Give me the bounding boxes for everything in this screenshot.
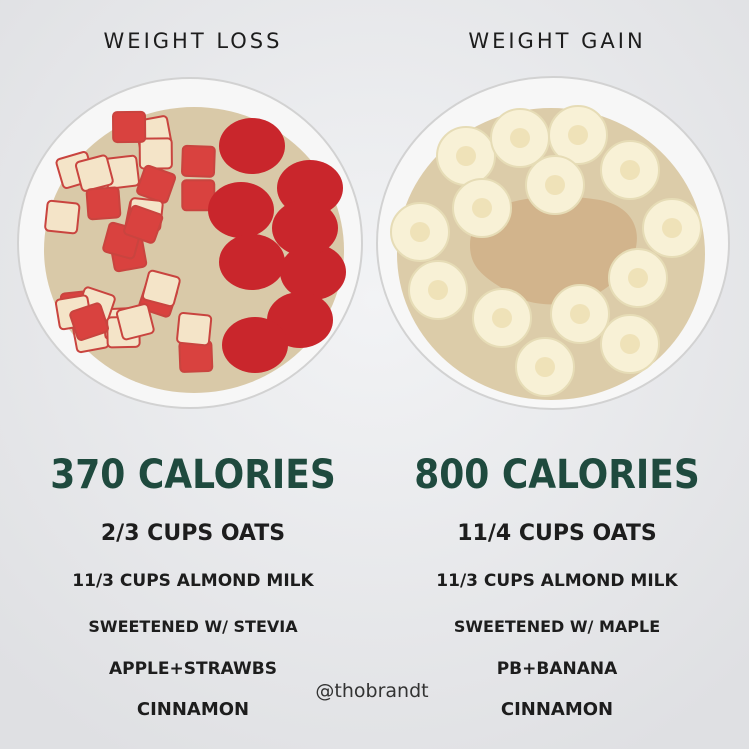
bowls (17, 76, 730, 410)
texts: WEIGHT LOSS 370 CALORIES 2/3 CUPS OATS 11/3… (50, 29, 700, 720)
credit: @thobrandt (315, 680, 428, 702)
banana-center (510, 128, 530, 148)
banana-center (568, 125, 588, 145)
banana-center (492, 308, 512, 328)
apple-piece (74, 154, 114, 192)
strawberry (219, 234, 285, 290)
ingredient: APPLE+STRAWBS (109, 659, 277, 679)
banana-center (620, 334, 640, 354)
ingredient: 11/3 CUPS ALMOND MILK (436, 571, 678, 591)
banana-center (456, 146, 476, 166)
strawberry (219, 118, 285, 174)
strawberry (280, 244, 346, 300)
calories: 370 CALORIES (50, 452, 336, 498)
banana-center (428, 280, 448, 300)
column-heading: WEIGHT LOSS (104, 29, 283, 53)
banana-center (620, 160, 640, 180)
apple-piece (44, 199, 81, 235)
apple-piece (136, 164, 177, 204)
banana-center (662, 218, 682, 238)
calories: 800 CALORIES (414, 452, 700, 498)
ingredient: SWEETENED W/ MAPLE (454, 617, 660, 636)
apple-piece (115, 303, 155, 341)
ingredient: SWEETENED W/ STEVIA (88, 617, 298, 636)
apple-piece (181, 144, 216, 178)
banana-center (410, 222, 430, 242)
banana-center (570, 304, 590, 324)
column-heading: WEIGHT GAIN (468, 29, 645, 53)
banana-center (535, 357, 555, 377)
ingredient: 11/3 CUPS ALMOND MILK (72, 571, 314, 591)
apple-piece (112, 110, 147, 144)
banana-center (545, 175, 565, 195)
ingredient: 11/4 CUPS OATS (457, 521, 657, 546)
ingredient: CINNAMON (501, 699, 613, 720)
ingredient: CINNAMON (137, 699, 249, 720)
strawberry (272, 200, 338, 256)
apple-piece (141, 269, 181, 308)
ingredient: PB+BANANA (497, 659, 618, 679)
apple-piece (123, 204, 164, 244)
strawberry (208, 182, 274, 238)
ingredient: 2/3 CUPS OATS (101, 521, 285, 546)
apple-piece (69, 302, 110, 341)
banana-center (472, 198, 492, 218)
apple-piece (176, 311, 213, 347)
strawberry (222, 317, 288, 373)
peanut-butter (470, 196, 637, 305)
apple-piece (138, 137, 173, 170)
apple-piece (85, 186, 122, 221)
banana-center (628, 268, 648, 288)
